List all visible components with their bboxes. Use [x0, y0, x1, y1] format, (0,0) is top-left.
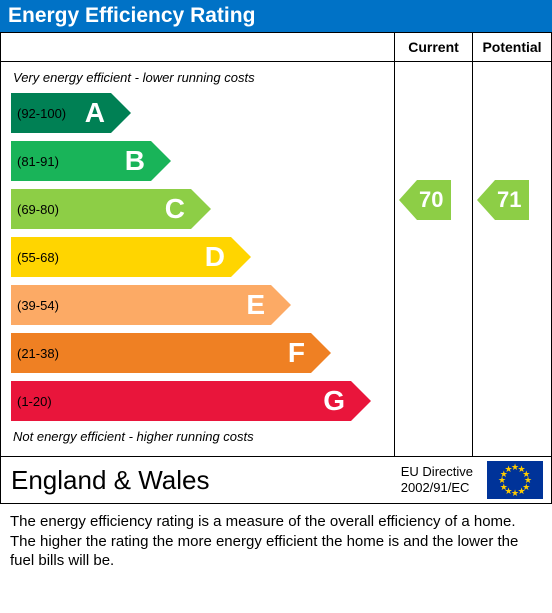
directive-line1: EU Directive	[401, 464, 473, 480]
main-box: Current Potential Very energy efficient …	[0, 32, 552, 504]
directive-line2: 2002/91/EC	[401, 480, 473, 496]
potential-pointer: 71	[477, 180, 529, 220]
column-header-current: Current	[395, 33, 473, 61]
title-bar: Energy Efficiency Rating	[0, 0, 552, 32]
current-pointer-value: 70	[417, 180, 451, 220]
band-range: (81-91)	[11, 154, 59, 169]
rating-band-f: (21-38) F	[11, 331, 384, 375]
potential-pointer-value: 71	[495, 180, 529, 220]
band-letter: D	[205, 241, 225, 273]
top-note: Very energy efficient - lower running co…	[11, 68, 384, 91]
eu-flag-icon: ★★★★★★★★★★★★	[487, 461, 543, 499]
description-text: The energy efficiency rating is a measur…	[0, 504, 552, 579]
band-range: (39-54)	[11, 298, 59, 313]
band-letter: G	[323, 385, 345, 417]
rating-band-d: (55-68) D	[11, 235, 384, 279]
body-row: Very energy efficient - lower running co…	[1, 61, 551, 456]
band-letter: B	[125, 145, 145, 177]
band-range: (69-80)	[11, 202, 59, 217]
header-row: Current Potential	[1, 33, 551, 61]
rating-bars: (92-100) A (81-91) B (69-80) C (55-68) D (39-54)…	[11, 91, 384, 423]
header-spacer	[1, 33, 395, 61]
rating-band-e: (39-54) E	[11, 283, 384, 327]
rating-band-c: (69-80) C	[11, 187, 384, 231]
band-letter: F	[288, 337, 305, 369]
band-range: (55-68)	[11, 250, 59, 265]
chart-area: Very energy efficient - lower running co…	[1, 62, 395, 456]
epc-chart: Energy Efficiency Rating Current Potenti…	[0, 0, 552, 579]
band-range: (21-38)	[11, 346, 59, 361]
column-header-potential: Potential	[473, 33, 551, 61]
band-letter: E	[246, 289, 265, 321]
current-pointer: 70	[399, 180, 451, 220]
directive-label: EU Directive 2002/91/EC	[395, 460, 479, 499]
rating-band-g: (1-20) G	[11, 379, 384, 423]
region-label: England & Wales	[1, 459, 395, 502]
potential-column: 71	[473, 62, 551, 456]
current-column: 70	[395, 62, 473, 456]
rating-band-a: (92-100) A	[11, 91, 384, 135]
band-range: (92-100)	[11, 106, 66, 121]
band-letter: C	[165, 193, 185, 225]
band-range: (1-20)	[11, 394, 52, 409]
bottom-note: Not energy efficient - higher running co…	[11, 427, 384, 450]
footer-row: England & Wales EU Directive 2002/91/EC …	[1, 456, 551, 503]
rating-band-b: (81-91) B	[11, 139, 384, 183]
band-letter: A	[85, 97, 105, 129]
